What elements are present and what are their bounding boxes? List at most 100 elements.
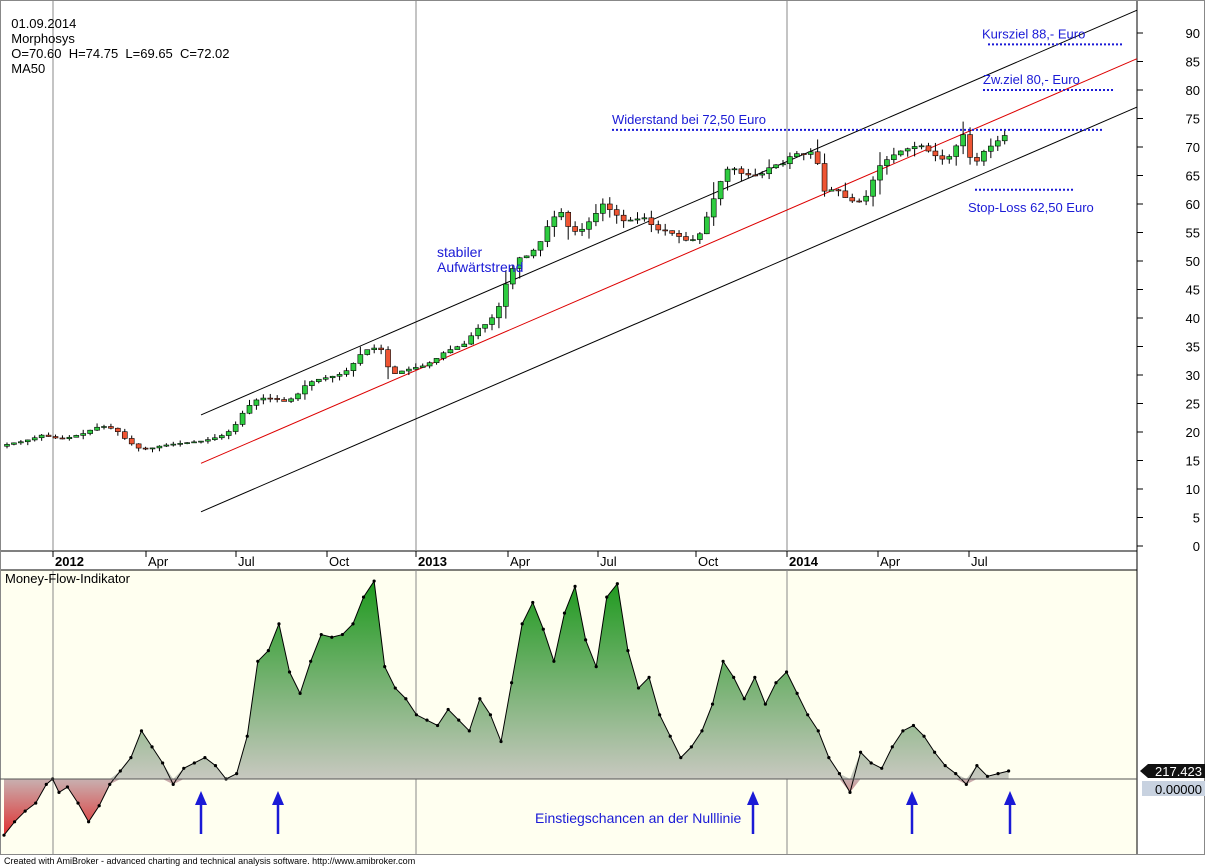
money-flow-point — [827, 756, 831, 760]
money-flow-point — [700, 729, 704, 733]
candle-up — [184, 442, 190, 444]
candle-down — [683, 236, 689, 241]
candle-up — [703, 216, 710, 235]
money-flow-point — [478, 697, 482, 701]
candle-up — [558, 212, 565, 218]
money-flow-point — [573, 584, 577, 589]
annotation-label: Widerstand bei 72,50 Euro — [612, 112, 766, 127]
y-tick-label: 15 — [1186, 454, 1200, 469]
y-tick-label: 45 — [1186, 283, 1200, 298]
money-flow-point — [615, 582, 619, 586]
candle-down — [385, 349, 391, 368]
y-tick-label: 70 — [1186, 140, 1200, 155]
y-tick-label: 35 — [1186, 340, 1200, 355]
money-flow-point — [76, 801, 80, 805]
candle-up — [1001, 135, 1008, 142]
money-flow-point — [467, 729, 471, 733]
candle-up — [523, 255, 530, 259]
date-axis-bg — [0, 551, 1137, 570]
candle-down — [267, 397, 274, 400]
candle-up — [627, 219, 634, 222]
money-flow-point — [425, 718, 429, 722]
x-tick-label: Apr — [148, 554, 169, 569]
candle-down — [669, 230, 675, 234]
candle-up — [794, 153, 800, 157]
money-flow-point — [626, 649, 630, 653]
money-flow-point — [182, 766, 186, 770]
candle-down — [613, 209, 620, 216]
money-flow-point — [372, 579, 376, 583]
candle-up — [953, 145, 959, 157]
candle-up — [322, 377, 329, 380]
zero-value-badge — [1142, 781, 1205, 796]
channel-middle-line — [200, 58, 1138, 464]
candle-up — [516, 257, 523, 269]
money-flow-point — [562, 611, 567, 615]
candles — [4, 121, 1008, 453]
x-tick-label: 2012 — [55, 554, 84, 569]
candle-up — [461, 343, 468, 347]
candle-down — [620, 214, 627, 222]
zero-value-label: 0.00000 — [1155, 782, 1202, 797]
money-flow-point — [996, 772, 1000, 776]
candle-up — [309, 381, 315, 387]
candle-down — [378, 347, 384, 350]
y-tick-label: 5 — [1193, 511, 1200, 526]
candle-down — [974, 157, 980, 162]
entry-arrow-head — [272, 791, 284, 805]
candle-up — [329, 375, 336, 379]
money-flow-point — [161, 761, 165, 765]
y-tick-label: 25 — [1186, 397, 1200, 412]
candle-up — [447, 349, 454, 354]
footer-credit: Created with AmiBroker - advanced charti… — [0, 855, 1205, 868]
money-flow-series — [2, 579, 1011, 837]
candle-up — [828, 189, 835, 192]
money-flow-point — [594, 665, 598, 669]
candle-up — [773, 164, 779, 169]
candle-up — [468, 335, 475, 345]
candle-up — [18, 441, 24, 444]
money-flow-point — [150, 745, 154, 749]
candle-down — [932, 150, 939, 157]
candle-up — [253, 399, 260, 406]
candle-up — [489, 317, 495, 325]
candle-up — [260, 397, 267, 401]
money-flow-point — [256, 659, 260, 663]
candle-down — [128, 438, 135, 445]
money-flow-point — [1007, 769, 1011, 773]
x-tick-label: Jul — [600, 554, 617, 569]
money-flow-point — [636, 686, 641, 690]
candle-up — [232, 424, 239, 432]
money-flow-point — [446, 707, 450, 712]
trend-label-line2: Aufwärtstrend — [437, 259, 523, 275]
money-flow-point — [65, 785, 70, 789]
header-date: 01.09.2014 — [11, 16, 77, 31]
candle-down — [45, 434, 52, 437]
money-flow-point — [435, 723, 440, 728]
candle-up — [412, 367, 419, 370]
candle-up — [891, 154, 897, 160]
candle-up — [364, 349, 371, 355]
candle-up — [586, 221, 592, 230]
candle-down — [274, 398, 281, 400]
entry-arrow-head — [195, 791, 207, 805]
x-tick-label: Oct — [698, 554, 719, 569]
y-tick-label: 20 — [1186, 425, 1200, 440]
money-flow-point — [213, 764, 218, 768]
y-tick-label: 10 — [1186, 482, 1200, 497]
money-flow-point — [499, 739, 503, 744]
money-flow-point — [880, 766, 884, 770]
money-flow-point — [488, 713, 493, 717]
x-tick-label: Apr — [510, 554, 531, 569]
candle-up — [212, 437, 218, 440]
candle-up — [918, 145, 925, 148]
money-flow-point — [742, 697, 746, 701]
candle-up — [496, 306, 502, 319]
money-flow-point — [393, 686, 397, 690]
money-flow-point — [12, 820, 17, 824]
candle-up — [717, 181, 724, 200]
candle-up — [884, 159, 890, 166]
candle-up — [530, 249, 537, 257]
candle-up — [38, 434, 45, 439]
candle-up — [544, 226, 551, 242]
